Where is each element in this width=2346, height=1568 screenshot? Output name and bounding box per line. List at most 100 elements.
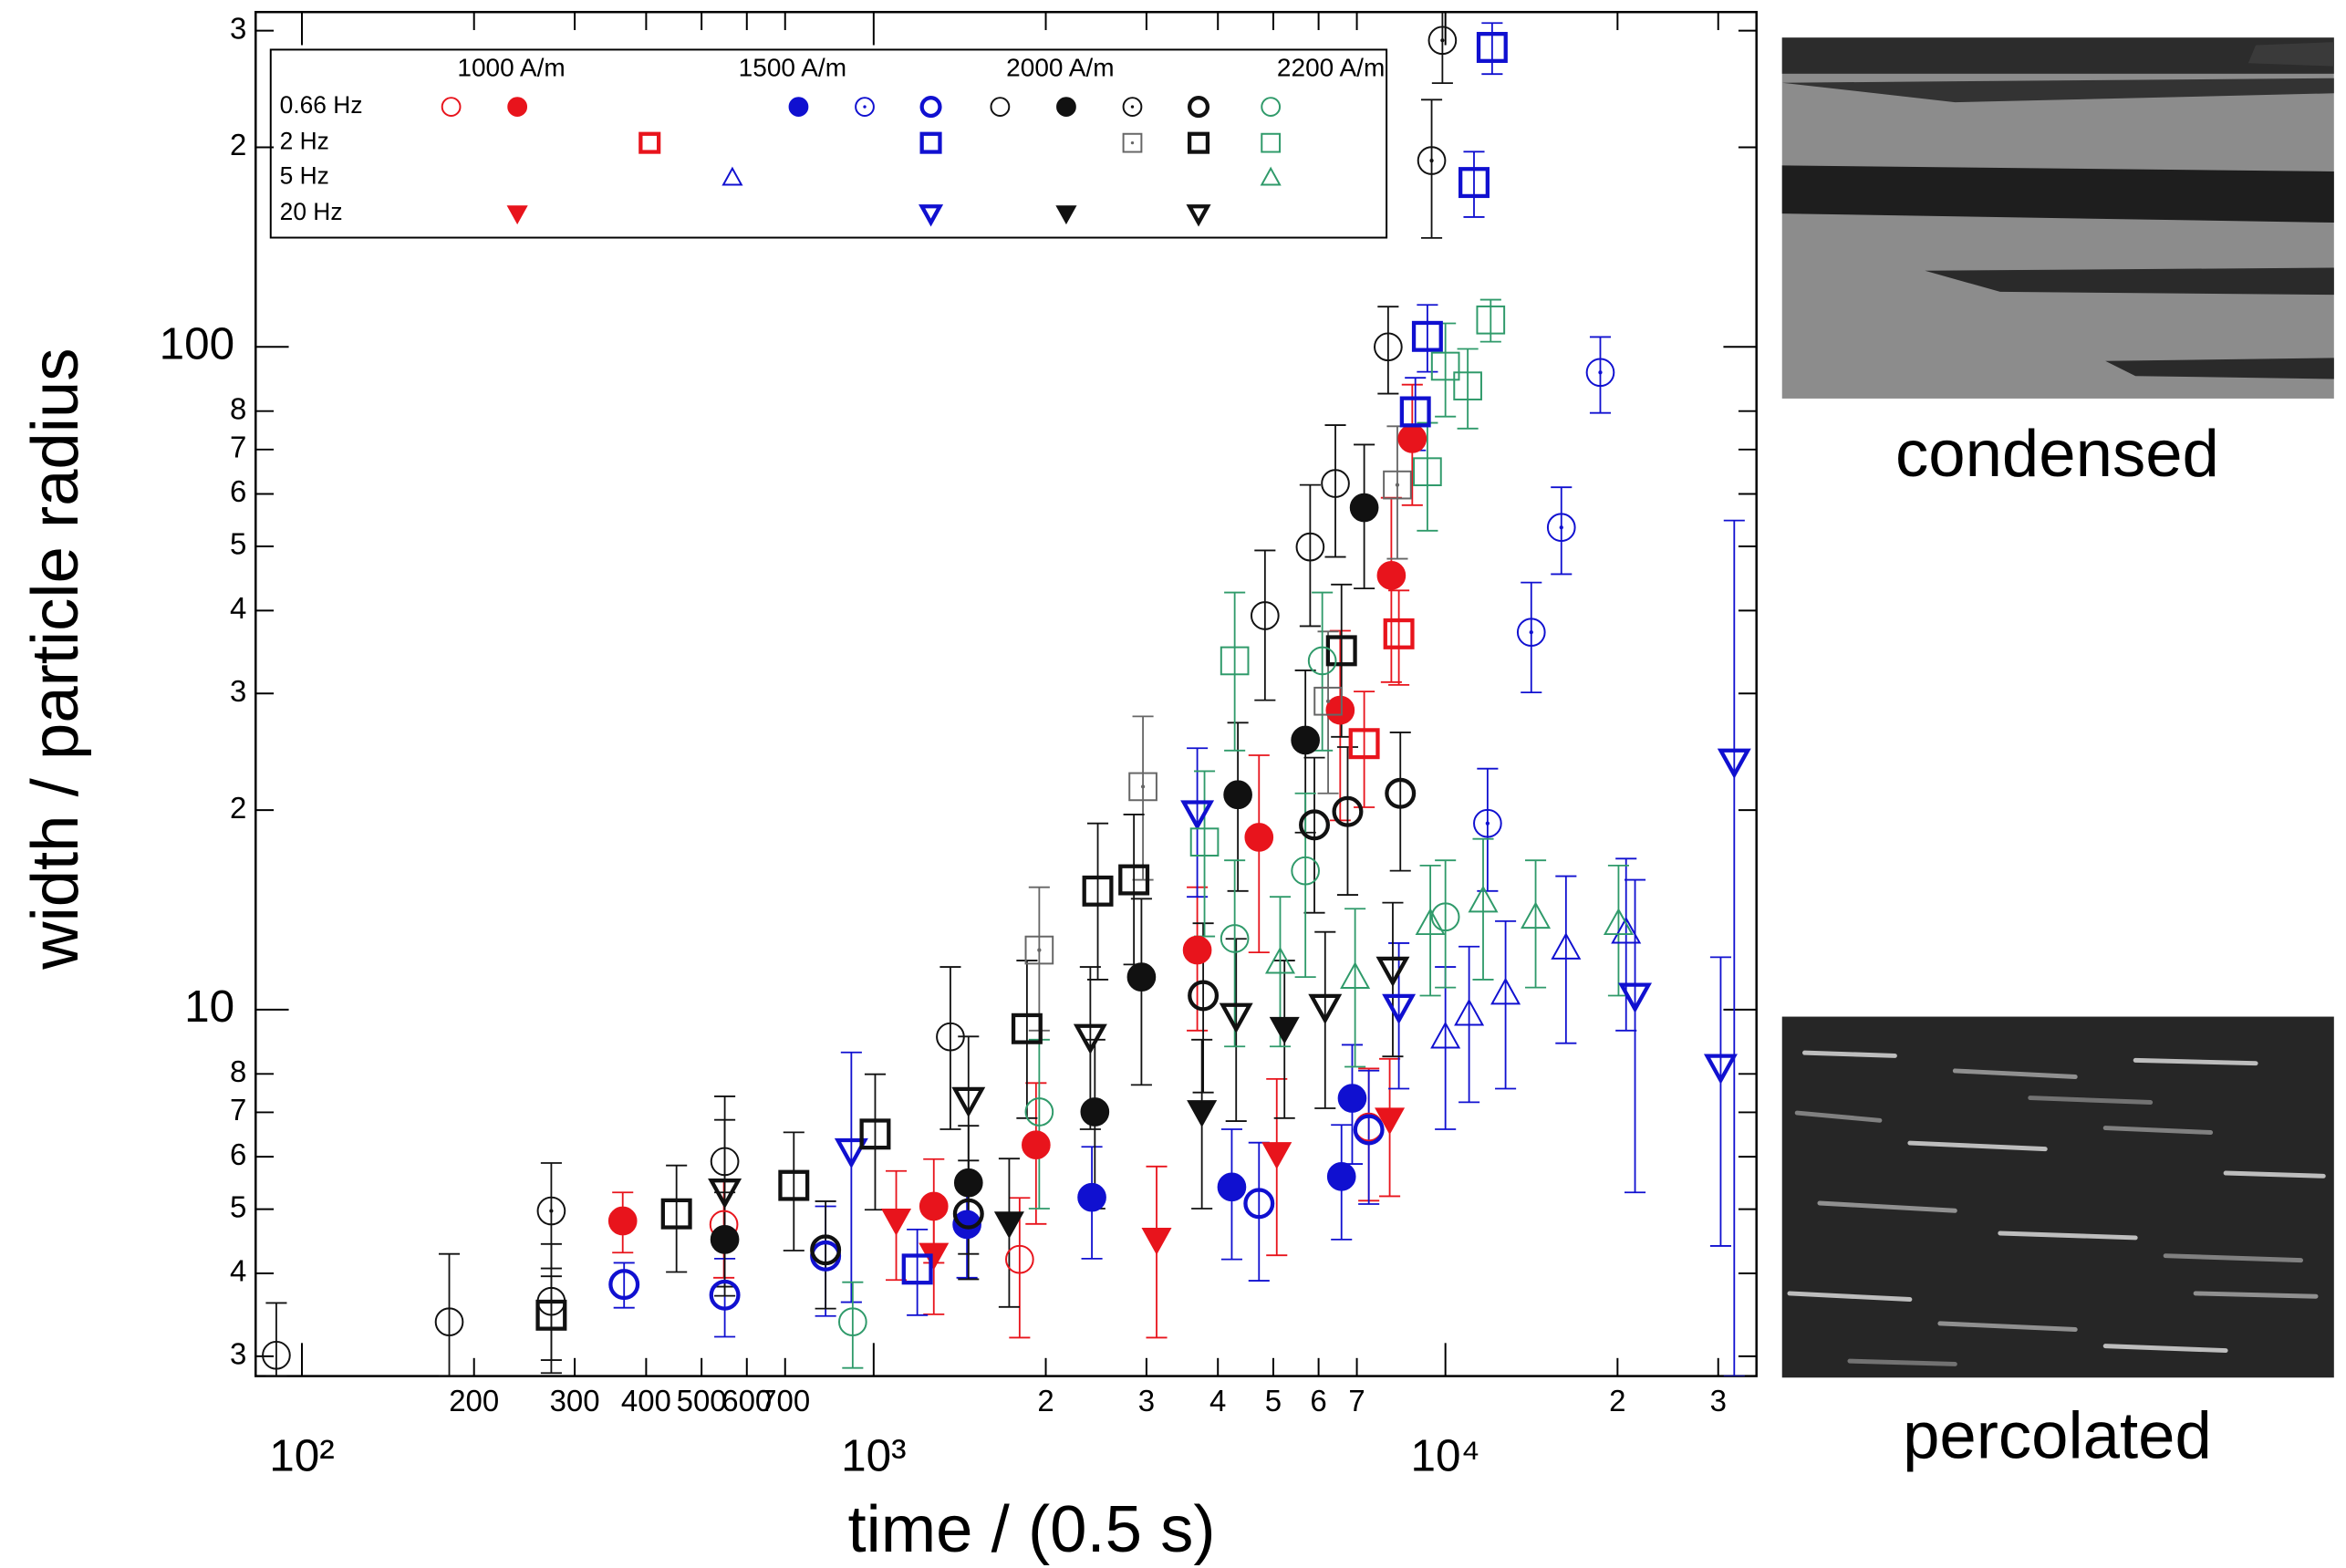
point [951,1086,986,1118]
point [1321,469,1350,498]
point [952,1198,984,1230]
point [1430,351,1460,381]
error-bar [1224,591,1246,752]
point [1411,320,1443,352]
point [1337,1084,1367,1113]
legend-marker [1055,205,1077,225]
point [1430,902,1460,932]
point-dot [1395,483,1400,487]
error-bar [1388,942,1410,1090]
point-dot [1440,38,1445,43]
point [1313,686,1343,716]
legend-header: 1000 A/m [457,53,565,81]
point [1383,618,1415,649]
legend-label: 0.66 Hz [280,91,363,119]
y-tick-label: 2 [230,128,246,161]
error-bar [1525,859,1547,989]
point [1468,885,1499,913]
error-bar [907,1228,929,1316]
point [710,1225,740,1254]
x-tick-label: 2 [1609,1384,1625,1417]
error-bar [815,1200,836,1310]
x-tick-label: 10⁴ [1411,1430,1480,1480]
error-bar [1463,151,1485,218]
point [1182,935,1212,965]
point [993,1211,1024,1240]
point [1024,935,1054,965]
legend-marker [990,97,1011,117]
point [1385,777,1417,809]
point [1180,800,1215,831]
error-bar [1551,486,1573,576]
point-dot [1598,370,1603,375]
legend-marker [1261,132,1282,153]
error-bar [1419,864,1441,997]
point [1427,26,1458,56]
legend-marker [1056,97,1076,117]
x-tick-label: 500 [677,1384,727,1417]
point [1348,728,1380,760]
legend-marker [788,97,809,117]
point-dot [1037,948,1042,952]
legend-label: 5 Hz [280,162,329,190]
point [1473,808,1502,838]
point [952,1210,981,1240]
error-bar [1009,1197,1031,1339]
y-tick-label: 10 [184,981,234,1032]
point [536,1196,566,1226]
error-bar [1481,22,1503,76]
legend-marker [855,97,875,117]
error-bar [1303,756,1325,914]
point [1375,956,1410,988]
legend-header: 2200 A/m [1277,53,1385,81]
point [834,1137,868,1169]
point-dot [1429,158,1434,163]
y-tick-label: 7 [230,1093,246,1127]
error-bar [1472,837,1494,981]
point-dot [1485,821,1490,826]
error-bar [783,1131,804,1251]
error-bar [1248,1141,1270,1282]
error-bar [1389,732,1411,872]
percolated-image [1781,1016,2334,1378]
point [1291,725,1320,755]
x-tick-label: 3 [1710,1384,1727,1417]
point [1611,916,1642,944]
point [1077,1182,1106,1212]
error-bar [958,1035,980,1182]
point [1476,305,1506,335]
point [262,1340,291,1370]
error-bar [1457,348,1479,430]
point [1703,1054,1738,1085]
point [1217,1172,1247,1202]
point [1080,1097,1110,1127]
point [1220,646,1250,676]
point-dot [1325,699,1331,703]
legend-header: 1500 A/m [739,53,846,81]
point [1128,772,1157,802]
error-bar [1589,336,1612,414]
point [1376,561,1407,590]
x-tick-label: 400 [621,1384,671,1417]
point [1417,146,1447,175]
point [535,1299,567,1331]
y-tick-label: 100 [160,318,235,369]
point [1187,1100,1218,1127]
point [1073,1023,1107,1054]
panel-label: condensed [1895,417,2219,491]
error-bar [1555,875,1577,1044]
error-bar [438,1252,461,1376]
x-tick-label: 300 [550,1384,600,1417]
point [953,1168,983,1198]
point [1383,470,1412,500]
point [1126,962,1157,992]
legend-marker-dot [1130,105,1135,109]
error-bar [864,1073,887,1211]
point [1490,977,1521,1005]
x-tick-label: 700 [760,1384,810,1417]
point [1382,993,1417,1025]
point [1453,371,1482,400]
legend-marker [1187,131,1210,154]
error-bar [1723,519,1745,1376]
point [1223,780,1252,810]
